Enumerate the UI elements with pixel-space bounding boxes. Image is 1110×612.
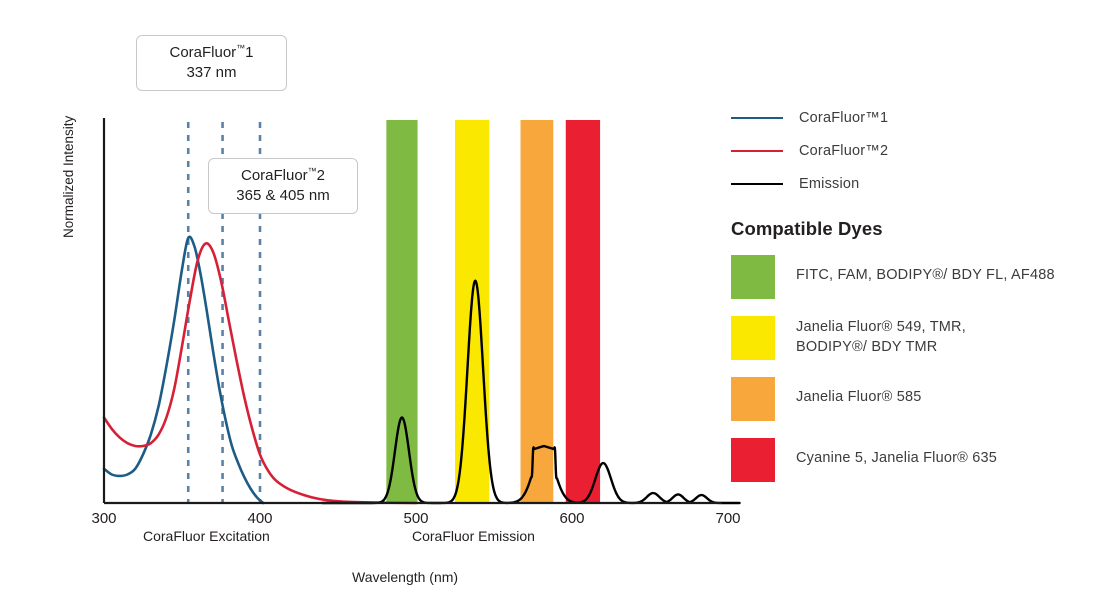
spectra-curves bbox=[102, 235, 741, 505]
dye-item-0: FITC, FAM, BODIPY®/ BDY FL, AF488 bbox=[731, 255, 1101, 299]
legend-item-0: CoraFluor™1 bbox=[731, 110, 1101, 126]
dye-item-label: Cyanine 5, Janelia Fluor® 635 bbox=[796, 450, 998, 466]
x-tick-600: 600 bbox=[559, 510, 584, 527]
x-axis-tick-labels: 300 400 500 600 700 bbox=[91, 510, 740, 527]
callout-corafluor2: CoraFluor™2 365 & 405 nm bbox=[208, 158, 358, 214]
dye-color-swatch bbox=[731, 377, 775, 421]
y-axis-label: Normalized Intensity bbox=[61, 115, 76, 238]
line-swatch-red bbox=[731, 150, 783, 152]
compatible-dyes-list: FITC, FAM, BODIPY®/ BDY FL, AF488 Janelia… bbox=[731, 255, 1101, 482]
dye-item-2: Janelia Fluor® 585 bbox=[731, 377, 1101, 421]
orange-band bbox=[520, 120, 554, 503]
callout-corafluor1: CoraFluor™1 337 nm bbox=[136, 35, 287, 91]
curve-corafluor2 bbox=[102, 242, 418, 505]
dye-bands-group bbox=[386, 120, 601, 503]
dye-color-swatch bbox=[731, 316, 775, 360]
x-tick-700: 700 bbox=[715, 510, 740, 527]
legend-item-label: CoraFluor™2 bbox=[799, 143, 889, 159]
x-tick-400: 400 bbox=[247, 510, 272, 527]
compatible-dyes-title: Compatible Dyes bbox=[731, 218, 883, 239]
dye-item-3: Cyanine 5, Janelia Fluor® 635 bbox=[731, 438, 1101, 482]
excitation-region-label: CoraFluor Excitation bbox=[143, 528, 270, 544]
x-tick-500: 500 bbox=[403, 510, 428, 527]
line-swatch-black bbox=[731, 183, 783, 185]
curve-emission bbox=[321, 279, 741, 505]
legend-item-label: Emission bbox=[799, 176, 860, 192]
green-band bbox=[386, 120, 418, 503]
chart-legend: CoraFluor™1 CoraFluor™2 Emission Compatibl… bbox=[731, 110, 1101, 499]
line-swatch-blue bbox=[731, 117, 783, 119]
legend-series-list: CoraFluor™1 CoraFluor™2 Emission bbox=[731, 110, 1101, 192]
emission-region-label: CoraFluor Emission bbox=[412, 528, 535, 544]
callout-corafluor1-title: CoraFluor™1 bbox=[169, 43, 254, 61]
dye-color-swatch bbox=[731, 255, 775, 299]
x-tick-300: 300 bbox=[91, 510, 116, 527]
chart-axes bbox=[102, 118, 722, 505]
dye-color-swatch bbox=[731, 438, 775, 482]
curve-corafluor1 bbox=[102, 235, 265, 505]
red-band bbox=[565, 120, 601, 503]
dye-item-label: Janelia Fluor® 549, TMR, BODIPY®/ BDY TMR bbox=[796, 319, 966, 355]
callout-corafluor2-title: CoraFluor™2 bbox=[240, 166, 326, 184]
dye-item-label: Janelia Fluor® 585 bbox=[796, 389, 922, 405]
legend-item-2: Emission bbox=[731, 176, 1101, 192]
legend-item-label: CoraFluor™1 bbox=[799, 110, 889, 126]
dye-item-label: FITC, FAM, BODIPY®/ BDY FL, AF488 bbox=[796, 267, 1055, 283]
x-axis-label: Wavelength (nm) bbox=[352, 569, 459, 585]
callout-corafluor2-value: 365 & 405 nm bbox=[236, 186, 330, 204]
excitation-marker-lines bbox=[186, 122, 262, 503]
dye-item-1: Janelia Fluor® 549, TMR, BODIPY®/ BDY TMR bbox=[731, 316, 1101, 360]
callout-corafluor1-value: 337 nm bbox=[186, 63, 237, 81]
legend-item-1: CoraFluor™2 bbox=[731, 143, 1101, 159]
